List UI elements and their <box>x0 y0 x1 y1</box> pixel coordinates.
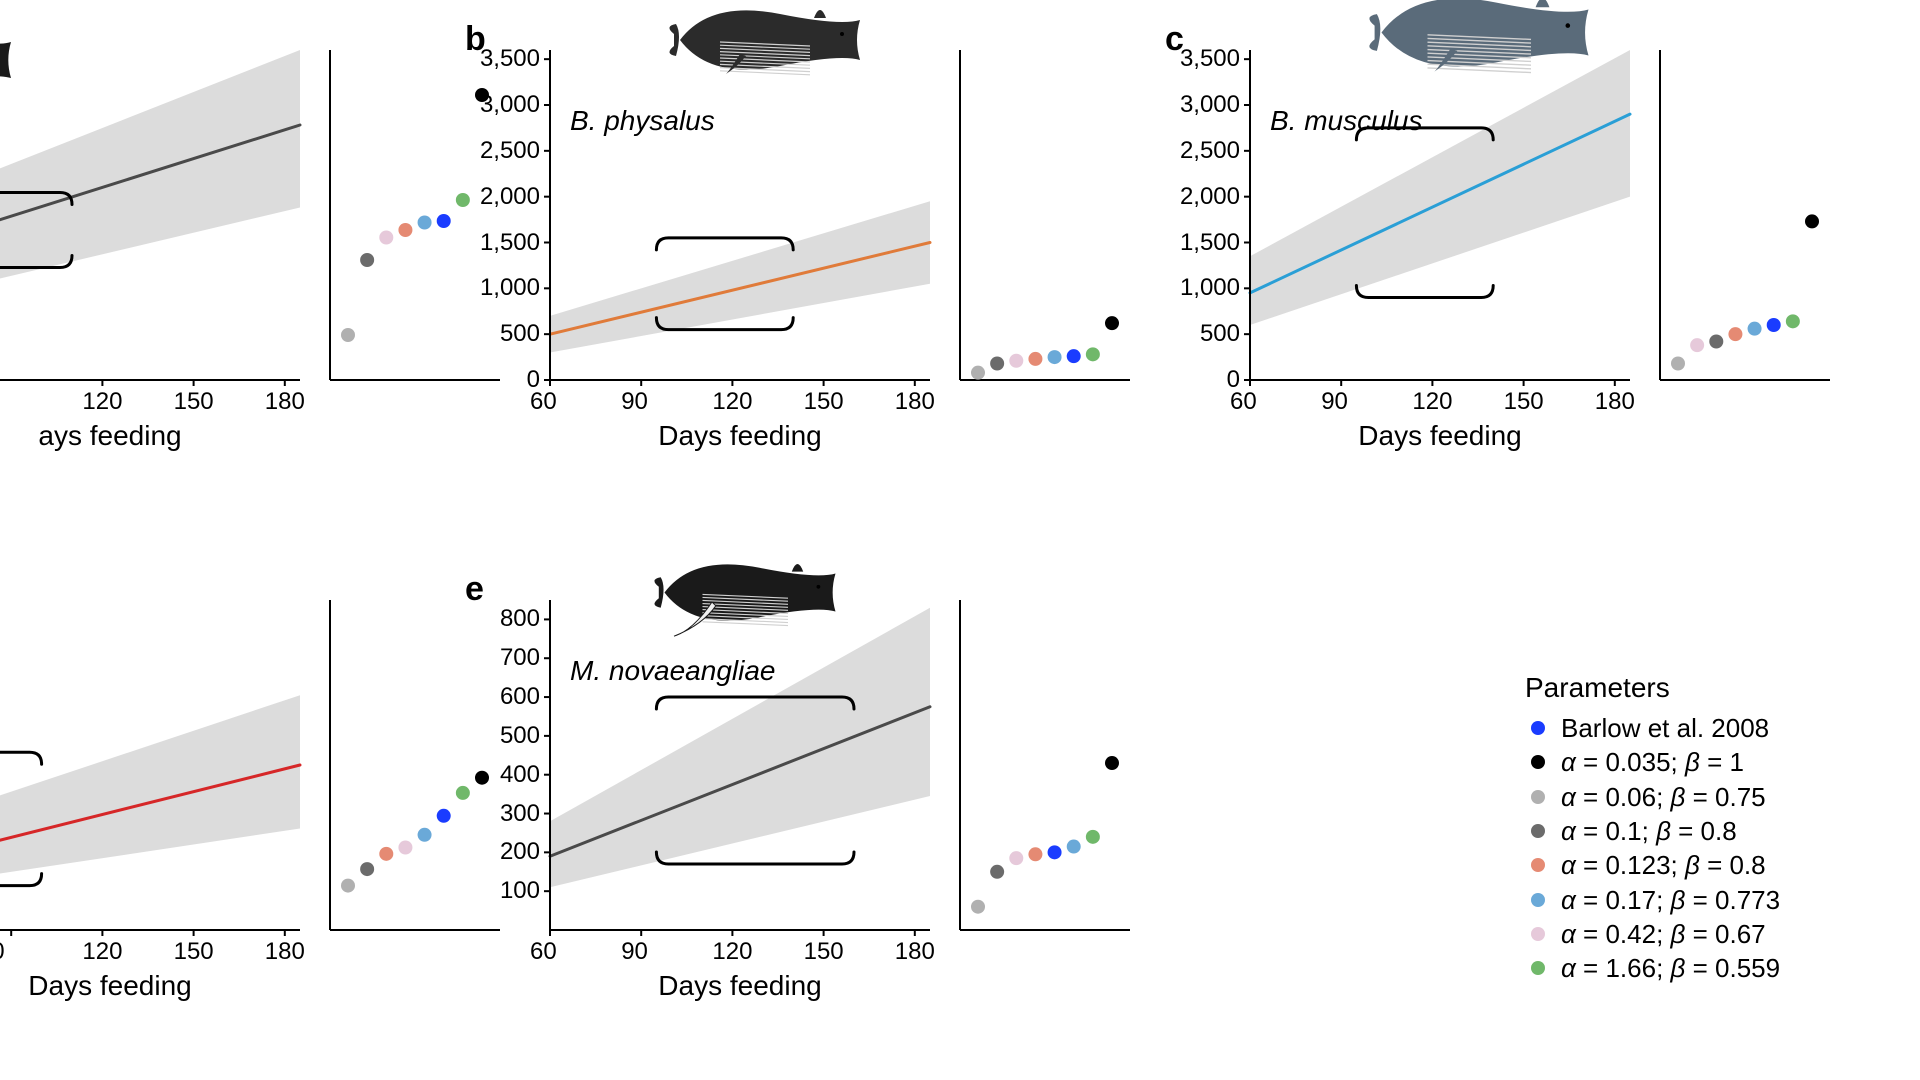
legend-label: Barlow et al. 2008 <box>1561 711 1769 745</box>
legend-item: α = 0.1; β = 0.8 <box>1525 814 1780 848</box>
legend-item: α = 1.66; β = 0.559 <box>1525 951 1780 985</box>
species-label: M. novaeangliae <box>570 655 775 687</box>
ytick: 500 <box>500 722 540 750</box>
legend-dot <box>1531 858 1545 872</box>
legend-dot <box>1531 927 1545 941</box>
parameters-legend: Parameters Barlow et al. 2008α = 0.035; β… <box>1525 670 1780 985</box>
ytick: 2,500 <box>480 137 540 165</box>
ytick: 800 <box>500 605 540 633</box>
panel-letter: c <box>1165 20 1184 59</box>
ytick: 1,000 <box>480 274 540 302</box>
legend-title: Parameters <box>1525 670 1780 707</box>
legend-dot <box>1531 893 1545 907</box>
ytick: 400 <box>500 761 540 789</box>
xtick: 150 <box>1504 388 1544 416</box>
panel-letter: b <box>465 20 486 59</box>
xtick: 180 <box>895 388 935 416</box>
xtick: 150 <box>804 388 844 416</box>
legend-label: α = 0.1; β = 0.8 <box>1561 814 1737 848</box>
legend-item: Barlow et al. 2008 <box>1525 711 1780 745</box>
xtick: 90 <box>621 388 648 416</box>
legend-label: α = 0.42; β = 0.67 <box>1561 917 1766 951</box>
xtick: 180 <box>1595 388 1635 416</box>
ytick: 2,500 <box>1180 137 1240 165</box>
x-axis-title: ays feeding <box>0 420 300 452</box>
xtick: 60 <box>530 388 557 416</box>
x-axis-title: Days feeding <box>0 970 300 1002</box>
ytick: 100 <box>500 877 540 905</box>
species-label: B. physalus <box>570 105 715 137</box>
xtick: 150 <box>804 938 844 966</box>
legend-item: α = 0.42; β = 0.67 <box>1525 917 1780 951</box>
ytick: 3,500 <box>480 45 540 73</box>
xtick: 60 <box>1230 388 1257 416</box>
legend-item: α = 0.06; β = 0.75 <box>1525 780 1780 814</box>
x-axis-title: Days feeding <box>1250 420 1630 452</box>
ytick: 300 <box>500 800 540 828</box>
legend-label: α = 0.06; β = 0.75 <box>1561 780 1766 814</box>
xtick: 150 <box>174 938 214 966</box>
x-axis-title: Days feeding <box>550 970 930 1002</box>
xtick: 60 <box>530 938 557 966</box>
figure-root: 120150180ays feedingeangliae05001,0001,5… <box>0 0 1920 1080</box>
legend-label: α = 0.123; β = 0.8 <box>1561 848 1766 882</box>
xtick: 120 <box>712 938 752 966</box>
xtick: 90 <box>1321 388 1348 416</box>
ytick: 1,000 <box>1180 274 1240 302</box>
legend-dot <box>1531 961 1545 975</box>
whale-illustration <box>640 0 900 95</box>
legend-label: α = 1.66; β = 0.559 <box>1561 951 1780 985</box>
legend-item: α = 0.17; β = 0.773 <box>1525 883 1780 917</box>
ytick: 600 <box>500 683 540 711</box>
xtick: 90 <box>621 938 648 966</box>
legend-label: α = 0.035; β = 1 <box>1561 745 1744 779</box>
panel-letter: e <box>465 570 484 609</box>
species-label: B. musculus <box>1270 105 1423 137</box>
legend-item: α = 0.035; β = 1 <box>1525 745 1780 779</box>
ytick: 3,000 <box>480 91 540 119</box>
x-axis-title: Days feeding <box>550 420 930 452</box>
xtick: 180 <box>265 388 305 416</box>
ytick: 700 <box>500 644 540 672</box>
xtick: 120 <box>1412 388 1452 416</box>
legend-dot <box>1531 755 1545 769</box>
xtick: 0 <box>0 938 5 966</box>
xtick: 180 <box>265 938 305 966</box>
xtick: 120 <box>82 388 122 416</box>
ytick: 3,000 <box>1180 91 1240 119</box>
ytick: 500 <box>500 320 540 348</box>
whale-illustration <box>0 15 20 110</box>
xtick: 120 <box>82 938 122 966</box>
legend-dot <box>1531 790 1545 804</box>
whale-illustration <box>650 545 850 645</box>
xtick: 150 <box>174 388 214 416</box>
ytick: 2,000 <box>1180 183 1240 211</box>
legend-item: α = 0.123; β = 0.8 <box>1525 848 1780 882</box>
ytick: 500 <box>1200 320 1240 348</box>
legend-dot <box>1531 824 1545 838</box>
ytick: 1,500 <box>480 229 540 257</box>
legend-dot <box>1531 721 1545 735</box>
legend-label: α = 0.17; β = 0.773 <box>1561 883 1780 917</box>
whale-illustration <box>1330 0 1640 95</box>
ytick: 200 <box>500 838 540 866</box>
ytick: 2,000 <box>480 183 540 211</box>
xtick: 120 <box>712 388 752 416</box>
ytick: 1,500 <box>1180 229 1240 257</box>
ytick: 3,500 <box>1180 45 1240 73</box>
xtick: 180 <box>895 938 935 966</box>
